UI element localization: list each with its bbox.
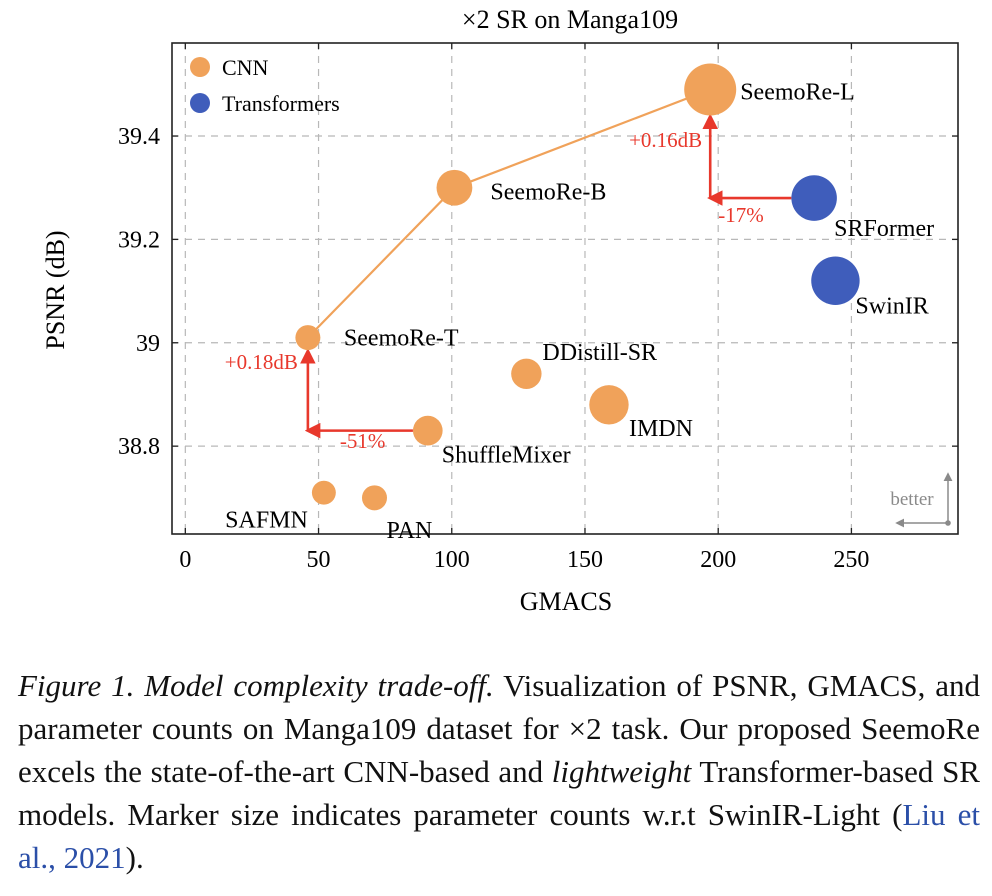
x-axis-ticks: 0 50 100 150 200 250 xyxy=(179,43,869,573)
y-axis-ticks: 38.8 39 39.2 39.4 xyxy=(118,124,958,460)
legend-marker-transformers xyxy=(190,93,210,113)
y-tick-label: 38.8 xyxy=(118,434,160,460)
point-label-seemore-b: SeemoRe-B xyxy=(490,180,606,206)
citation-link[interactable]: Liu et al., 2021 xyxy=(18,797,981,875)
caption-emphasis: lightweight xyxy=(551,754,692,789)
x-axis-label: GMACS xyxy=(520,587,612,616)
point-imdn xyxy=(589,385,629,425)
legend-marker-cnn xyxy=(190,57,210,77)
y-tick-label: 39.2 xyxy=(118,227,160,253)
point-label-srformer: SRFormer xyxy=(834,216,934,242)
y-axis-label: PSNR (dB) xyxy=(41,230,70,349)
data-points: SeemoRe-L SeemoRe-B SeemoRe-T DDistill-SR IM… xyxy=(225,63,934,544)
trend-line xyxy=(307,88,711,339)
x-tick-label: 0 xyxy=(179,547,191,573)
point-label-pan: PAN xyxy=(386,518,432,544)
x-tick-label: 200 xyxy=(700,547,736,573)
annotation-gmacs-reduction-l: -17% xyxy=(718,203,764,227)
x-tick-label: 150 xyxy=(567,547,603,573)
x-tick-label: 250 xyxy=(833,547,869,573)
figure-title: Model complexity trade-off. xyxy=(144,668,494,703)
caption-text-1: Visualization of PSNR, GMACS, and parame… xyxy=(18,668,980,789)
better-origin-dot xyxy=(945,520,951,526)
point-label-safmn: SAFMN xyxy=(225,508,308,534)
point-safmn xyxy=(311,480,336,505)
point-pan xyxy=(361,485,387,511)
y-tick-label: 39 xyxy=(136,331,160,357)
point-label-seemore-t: SeemoRe-T xyxy=(344,326,459,352)
chart-title: ×2 SR on Manga109 xyxy=(462,5,678,34)
caption-text-3: ). xyxy=(125,840,144,875)
annotation-gmacs-reduction-t: -51% xyxy=(340,429,386,453)
annotation-psnr-gain-l: +0.16dB xyxy=(629,128,702,152)
point-seemore-b xyxy=(436,169,473,206)
seemore-trend-line xyxy=(307,88,711,339)
legend-label-transformers: Transformers xyxy=(222,91,340,116)
y-tick-label: 39.4 xyxy=(118,124,160,150)
point-seemore-l xyxy=(684,63,737,116)
chart: ×2 SR on Manga109 0 50 100 150 200 250 38.8 39… xyxy=(41,5,959,616)
better-label: better xyxy=(890,489,934,510)
legend-label-cnn: CNN xyxy=(222,55,269,80)
point-label-shufflemixer: ShuffleMixer xyxy=(442,443,571,469)
point-label-imdn: IMDN xyxy=(629,416,693,442)
caption-text-2: Transformer-based SR models. Marker size… xyxy=(18,754,980,832)
annotation-psnr-gain-t: +0.18dB xyxy=(225,350,298,374)
x-tick-label: 100 xyxy=(434,547,470,573)
legend: CNN Transformers xyxy=(190,55,340,116)
point-ddistill-sr xyxy=(511,358,542,389)
figure-caption: Figure 1. Model complexity trade-off. Vi… xyxy=(18,664,980,879)
annotations: +0.16dB -17% +0.18dB -51% xyxy=(225,113,792,453)
point-label-seemore-l: SeemoRe-L xyxy=(740,80,855,106)
better-indicator: better xyxy=(890,472,953,528)
point-swinir xyxy=(811,256,860,305)
point-shufflemixer xyxy=(412,415,443,446)
plot-frame xyxy=(171,42,959,535)
point-label-ddistill-sr: DDistill-SR xyxy=(542,340,657,366)
point-seemore-t xyxy=(295,325,321,351)
figure-label: Figure 1. xyxy=(18,668,135,703)
point-label-swinir: SwinIR xyxy=(855,294,928,320)
point-srformer xyxy=(791,175,837,221)
x-tick-label: 50 xyxy=(307,547,331,573)
